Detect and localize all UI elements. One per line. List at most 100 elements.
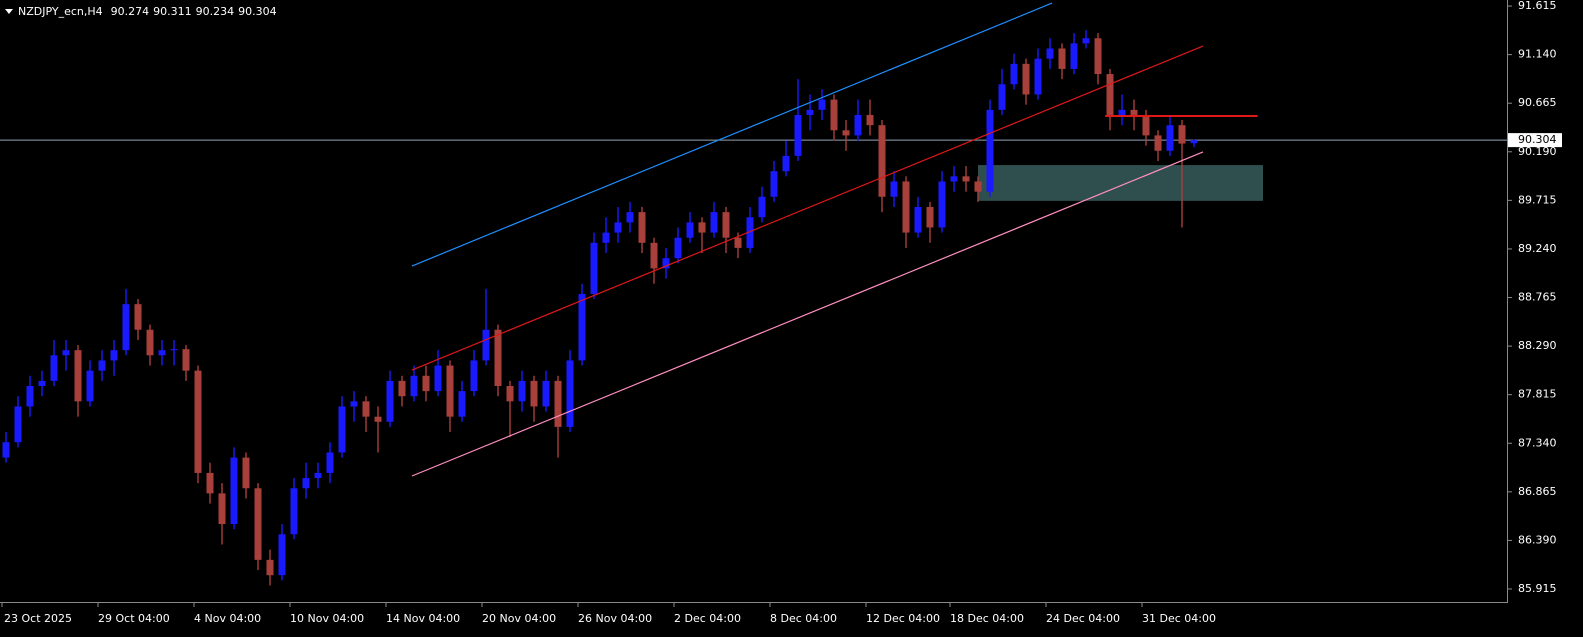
candle-body [122, 304, 130, 351]
candle-body [986, 109, 994, 192]
candle-body [614, 222, 622, 233]
x-tick-label: 4 Nov 04:00 [194, 612, 261, 625]
candle-body [974, 181, 982, 192]
candle-body [998, 84, 1006, 110]
candle-body [1166, 125, 1174, 151]
x-tick-label: 10 Nov 04:00 [290, 612, 364, 625]
x-tick-label: 12 Dec 04:00 [866, 612, 940, 625]
y-tick-label: 86.865 [1518, 485, 1557, 498]
chart-header: NZDJPY_ecn,H4 90.274 90.311 90.234 90.304 [18, 5, 277, 18]
y-tick-label: 88.765 [1518, 291, 1557, 304]
candle-body [278, 534, 286, 576]
close: 90.304 [238, 5, 277, 18]
y-tick-label: 89.240 [1518, 242, 1557, 255]
candle-body [1070, 43, 1078, 69]
y-tick-label: 87.340 [1518, 436, 1557, 449]
header-arrow [5, 9, 13, 14]
y-tick-label: 89.715 [1518, 193, 1557, 206]
candle-body [2, 442, 10, 458]
candle-body [1178, 125, 1186, 144]
y-tick-label: 90.665 [1518, 96, 1557, 109]
candle-body [242, 457, 250, 489]
candle-body [494, 329, 502, 386]
x-tick-label: 14 Nov 04:00 [386, 612, 460, 625]
candle-body [422, 375, 430, 392]
candle-body [230, 457, 238, 525]
candle-body [542, 380, 550, 407]
candle-body [590, 242, 598, 294]
candle-body [50, 355, 58, 381]
candle-body [1058, 48, 1066, 69]
candle-body [170, 349, 178, 351]
candle-body [758, 196, 766, 218]
candle-body [722, 212, 730, 238]
candle-body [206, 472, 214, 494]
candle-body [470, 360, 478, 392]
candle-body [446, 365, 454, 417]
high: 90.311 [153, 5, 192, 18]
candle-body [98, 360, 106, 371]
candle-body [1142, 114, 1150, 136]
candle-body [374, 416, 382, 422]
candle-body [878, 125, 886, 197]
price-label: 90.304 [1518, 133, 1557, 146]
candle-body [302, 478, 310, 489]
x-tick-label: 18 Dec 04:00 [950, 612, 1024, 625]
x-tick-label: 2 Dec 04:00 [674, 612, 741, 625]
candle-body [746, 217, 754, 248]
candle-body [890, 181, 898, 197]
candle-body [830, 99, 838, 131]
candle-body [806, 109, 814, 115]
x-tick-label: 24 Dec 04:00 [1046, 612, 1120, 625]
candle-body [710, 212, 718, 233]
x-tick-label: 31 Dec 04:00 [1142, 612, 1216, 625]
candle-body [338, 406, 346, 453]
candle-body [254, 488, 262, 560]
candle-body [26, 385, 34, 407]
candle-body [938, 181, 946, 228]
open: 90.274 [111, 5, 150, 18]
candle-body [38, 380, 46, 386]
candle-body [314, 472, 322, 479]
y-tick-label: 87.815 [1518, 388, 1557, 401]
candle-body [146, 329, 154, 356]
candle-body [458, 391, 466, 417]
candle-body [686, 222, 694, 238]
candle-body [386, 380, 394, 422]
plot-area [0, 2, 1507, 586]
y-tick-label: 86.390 [1518, 533, 1557, 546]
symbol: NZDJPY_ecn,H4 [18, 5, 103, 18]
price-label-box [1508, 133, 1562, 148]
candle-body [1094, 38, 1102, 75]
x-tick-label: 23 Oct 2025 [4, 612, 72, 625]
candle-body [926, 207, 934, 228]
x-tick-label: 29 Oct 04:00 [98, 612, 170, 625]
candle-body [362, 401, 370, 417]
candle-body [866, 114, 874, 126]
candle-body [86, 370, 94, 402]
candle-body [782, 155, 790, 172]
candle-body [1118, 109, 1126, 115]
x-tick-label: 26 Nov 04:00 [578, 612, 652, 625]
candle-body [1010, 63, 1018, 85]
candle-body [1034, 58, 1042, 95]
zone [978, 165, 1263, 201]
candle-body [134, 304, 142, 330]
candle-body [266, 559, 274, 576]
candle-body [74, 350, 82, 402]
candle-body [194, 370, 202, 473]
candle-body [962, 176, 970, 182]
candle-body [638, 212, 646, 243]
candle-body [1190, 140, 1198, 144]
candle-body [62, 350, 70, 356]
low: 90.234 [196, 5, 235, 18]
trend-line [411, 151, 1204, 477]
candle-body [1130, 109, 1138, 115]
candle-body [626, 212, 634, 223]
candle-body [854, 114, 862, 136]
candle-body [770, 171, 778, 197]
candle-body [482, 329, 490, 361]
candle-body [1082, 38, 1090, 44]
candle-body [110, 350, 118, 361]
